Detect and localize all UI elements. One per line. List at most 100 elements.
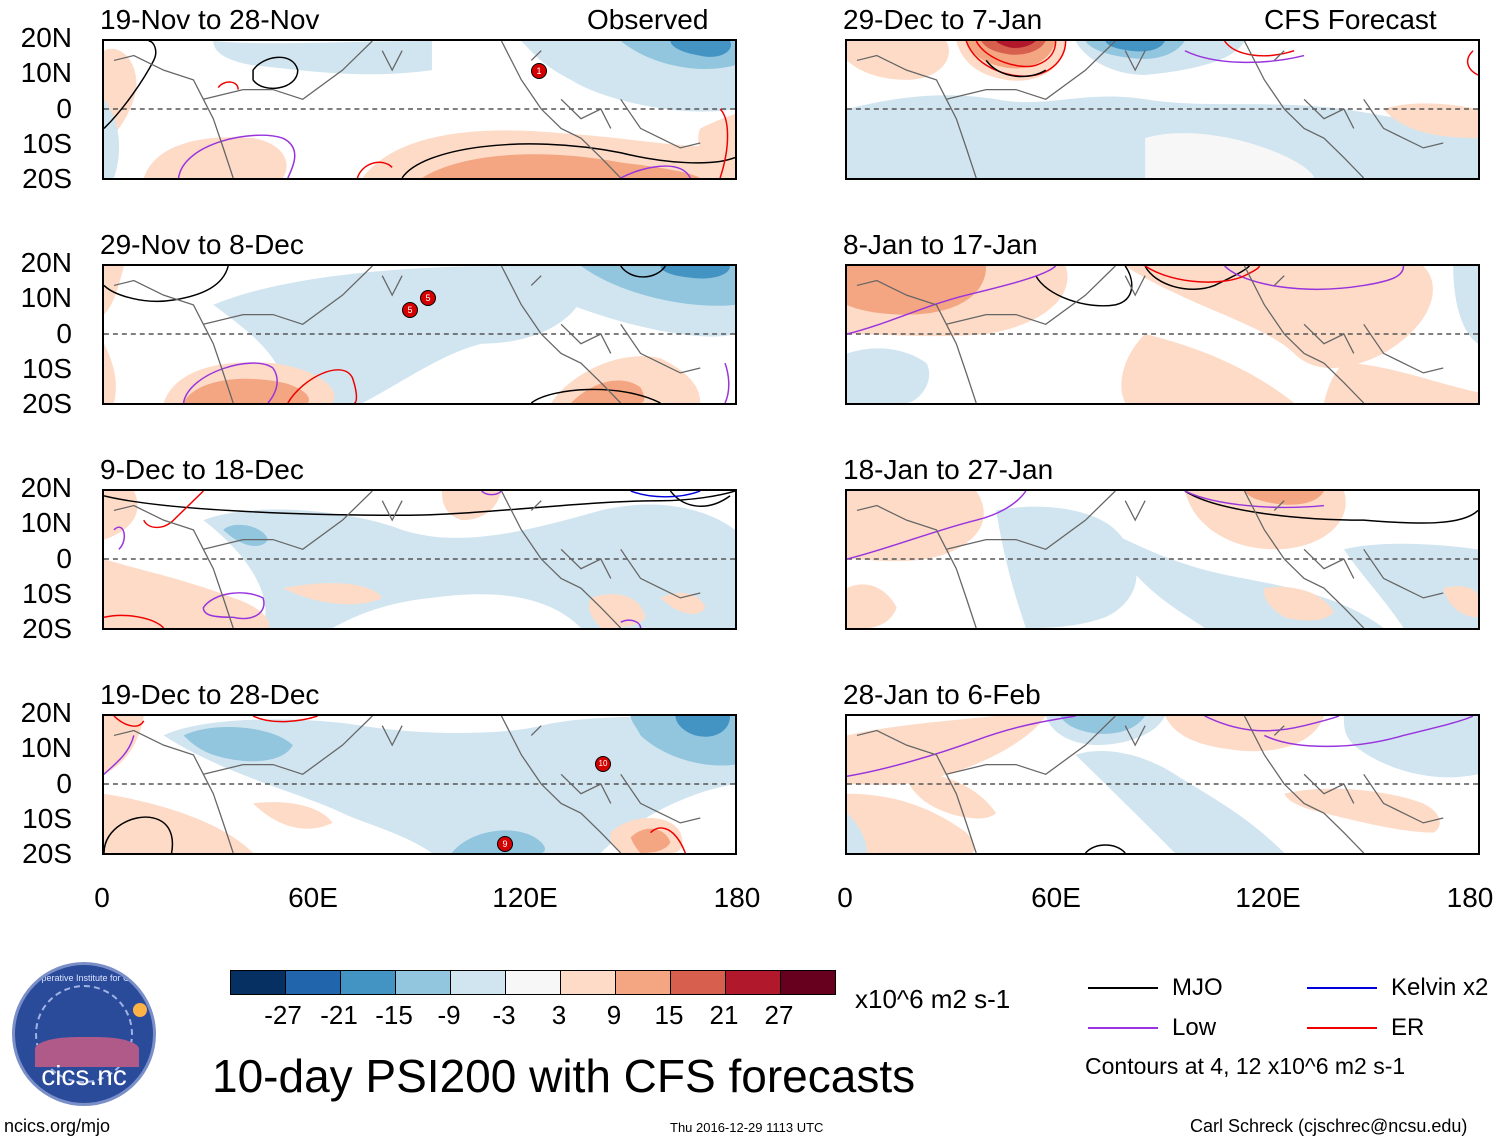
- units-label: x10^6 m2 s-1: [855, 984, 1011, 1014]
- y-label-10n: 10N: [20, 57, 72, 88]
- colorbar-swatch: [340, 970, 396, 995]
- psi-field: [104, 266, 735, 403]
- y-label-10n: 10N: [20, 732, 72, 763]
- y-label-10s: 10S: [22, 578, 72, 609]
- colorbar-label: 27: [764, 1000, 794, 1030]
- y-label-20s: 20S: [22, 163, 72, 194]
- psi-field: [847, 266, 1478, 403]
- legend-low: Low: [1172, 1014, 1217, 1041]
- psi-field: [104, 41, 735, 178]
- map-panel-observed-3: [102, 489, 737, 630]
- y-label-20s: 20S: [22, 838, 72, 869]
- colorbar-swatch: [670, 970, 726, 995]
- y-label-eq: 0: [56, 543, 72, 574]
- logo-mountain: [35, 1037, 139, 1067]
- colorbar-label: -3: [492, 1000, 516, 1030]
- cyclone-marker: 1: [531, 63, 547, 79]
- map-panel-forecast-4: [845, 714, 1480, 855]
- x-label-60e: 60E: [1031, 882, 1081, 913]
- map-panel-forecast-1: [845, 39, 1480, 180]
- colorbar-swatch: [560, 970, 616, 995]
- y-label-eq: 0: [56, 318, 72, 349]
- psi-field: [847, 716, 1478, 853]
- colorbar-label: -9: [437, 1000, 461, 1030]
- colorbar-label: 3: [551, 1000, 567, 1030]
- cics-logo: Cooperative Institute for Climate and Sa…: [12, 962, 156, 1106]
- logo-ring-text: Cooperative Institute for Climate and Sa…: [25, 973, 149, 983]
- er-line-swatch: [1307, 1027, 1377, 1029]
- x-label-180: 180: [713, 882, 761, 913]
- map-panel-observed-1: 1: [102, 39, 737, 180]
- panel-title-fc-3: 18-Jan to 27-Jan: [843, 454, 1054, 485]
- psi-field: [847, 41, 1478, 178]
- y-label-10s: 10S: [22, 803, 72, 834]
- panel-title-fc-1: 29-Dec to 7-Jan: [843, 4, 1043, 35]
- colorbar-swatch: [450, 970, 506, 995]
- observed-label: Observed: [587, 4, 709, 35]
- y-label-20s: 20S: [22, 388, 72, 419]
- x-label-60e: 60E: [288, 882, 338, 913]
- logo-text: cics.nc: [41, 1060, 127, 1091]
- footer-timestamp: Thu 2016-12-29 1113 UTC: [670, 1120, 824, 1135]
- map-panel-observed-4: 10 9: [102, 714, 737, 855]
- colorbar-label: -21: [320, 1000, 358, 1030]
- x-label-180: 180: [1446, 882, 1494, 913]
- y-label-10n: 10N: [20, 282, 72, 313]
- y-label-20s: 20S: [22, 613, 72, 644]
- colorbar-label: 15: [654, 1000, 684, 1030]
- y-label-10s: 10S: [22, 128, 72, 159]
- colorbar-swatch: [780, 970, 836, 995]
- colorbar-swatch: [395, 970, 451, 995]
- low-line-swatch: [1088, 1027, 1158, 1029]
- legend-mjo: MJO: [1172, 974, 1223, 1001]
- mjo-line-swatch: [1088, 987, 1158, 989]
- colorbar-swatch: [285, 970, 341, 995]
- legend-kelvin: Kelvin x2: [1391, 974, 1489, 1001]
- logo-ring: [35, 985, 133, 1083]
- colorbar-label: 21: [709, 1000, 739, 1030]
- kelvin-line-swatch: [1307, 987, 1377, 989]
- psi-field: [104, 491, 735, 628]
- panel-title-obs-1: 19-Nov to 28-Nov: [100, 4, 320, 35]
- figure-title: 10-day PSI200 with CFS forecasts: [212, 1050, 916, 1102]
- sun-icon: [133, 1003, 147, 1017]
- panel-title-fc-2: 8-Jan to 17-Jan: [843, 229, 1038, 260]
- panel-title-obs-2: 29-Nov to 8-Dec: [100, 229, 304, 260]
- footer-credit: Carl Schreck (cjschrec@ncsu.edu): [1190, 1116, 1468, 1136]
- colorbar-label: -15: [375, 1000, 413, 1030]
- map-panel-forecast-2: [845, 264, 1480, 405]
- x-label-120e: 120E: [492, 882, 558, 913]
- contours-note: Contours at 4, 12 x10^6 m2 s-1: [1085, 1053, 1406, 1079]
- cyclone-marker: 9: [497, 836, 513, 852]
- y-label-eq: 0: [56, 93, 72, 124]
- psi-field: [104, 716, 735, 853]
- psi-field: [847, 491, 1478, 628]
- colorbar-swatch: [230, 970, 286, 995]
- y-label-20n: 20N: [20, 697, 72, 728]
- panel-title-fc-4: 28-Jan to 6-Feb: [843, 679, 1041, 710]
- cyclone-marker: 10: [595, 756, 611, 772]
- colorbar-label: -27: [264, 1000, 302, 1030]
- panel-title-obs-4: 19-Dec to 28-Dec: [100, 679, 320, 710]
- map-panel-observed-2: 5 5: [102, 264, 737, 405]
- colorbar-swatch: [725, 970, 781, 995]
- y-label-20n: 20N: [20, 22, 72, 53]
- colorbar-swatch: [615, 970, 671, 995]
- cyclone-marker: 5: [420, 290, 436, 306]
- map-panel-forecast-3: [845, 489, 1480, 630]
- x-label-120e: 120E: [1235, 882, 1301, 913]
- footer-url: ncics.org/mjo: [4, 1116, 111, 1136]
- x-label-0: 0: [837, 882, 853, 913]
- x-label-0: 0: [94, 882, 110, 913]
- y-label-20n: 20N: [20, 247, 72, 278]
- cyclone-marker: 5: [402, 302, 418, 318]
- legend-er: ER: [1391, 1014, 1425, 1041]
- panel-title-obs-3: 9-Dec to 18-Dec: [100, 454, 304, 485]
- y-label-20n: 20N: [20, 472, 72, 503]
- y-label-eq: 0: [56, 768, 72, 799]
- y-label-10s: 10S: [22, 353, 72, 384]
- y-label-10n: 10N: [20, 507, 72, 538]
- colorbar-label: 9: [606, 1000, 622, 1030]
- forecast-label: CFS Forecast: [1264, 4, 1437, 35]
- colorbar-swatch: [505, 970, 561, 995]
